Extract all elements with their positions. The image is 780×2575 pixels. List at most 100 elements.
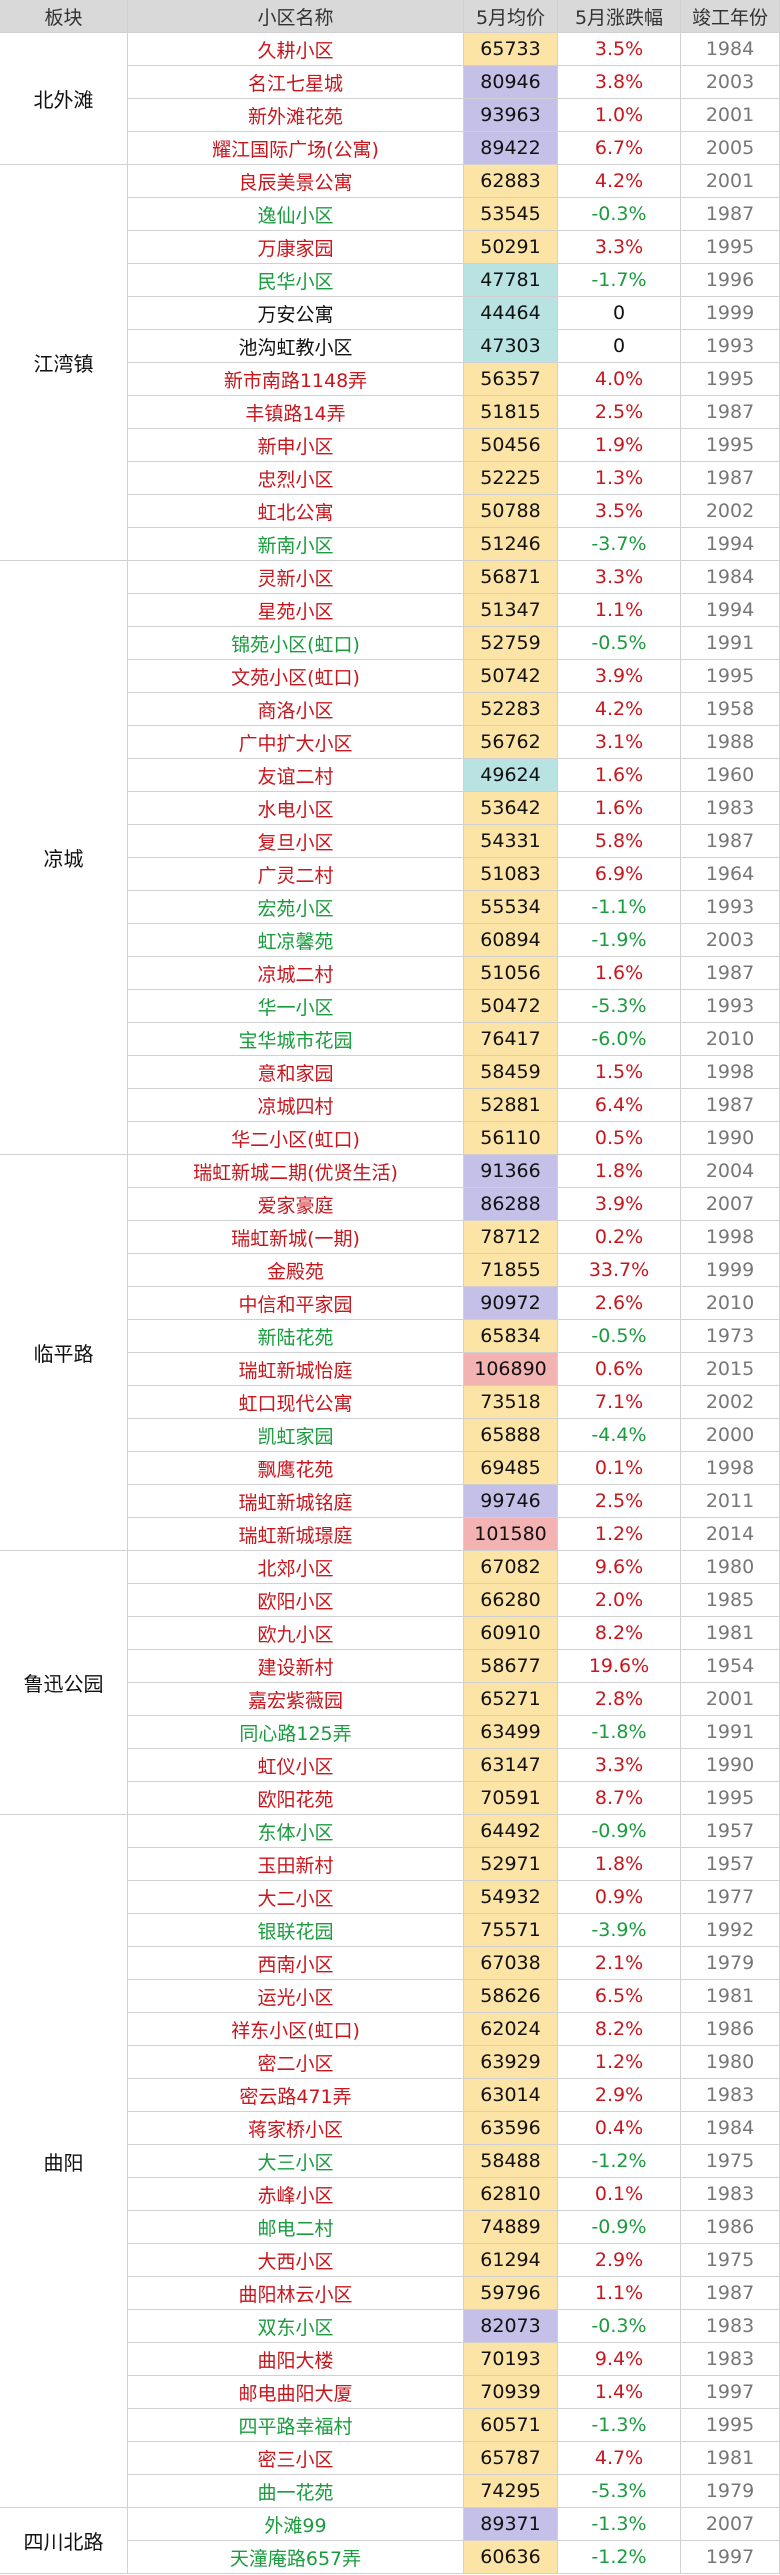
avg-price: 74295	[464, 2475, 558, 2508]
avg-price: 106890	[464, 1353, 558, 1386]
price-change: 6.4%	[558, 1089, 681, 1122]
avg-price: 65787	[464, 2442, 558, 2475]
completion-year: 1981	[681, 1617, 780, 1650]
community-name: 文苑小区(虹口)	[128, 660, 464, 693]
price-change: 1.6%	[558, 792, 681, 825]
completion-year: 1958	[681, 693, 780, 726]
completion-year: 1983	[681, 2079, 780, 2112]
header-cell: 竣工年份	[681, 0, 780, 33]
community-name: 祥东小区(虹口)	[128, 2013, 464, 2046]
price-change: 6.7%	[558, 132, 681, 165]
group-name: 临平路	[0, 1155, 128, 1551]
group-name: 北外滩	[0, 33, 128, 165]
avg-price: 64492	[464, 1815, 558, 1848]
avg-price: 65733	[464, 33, 558, 66]
avg-price: 69485	[464, 1452, 558, 1485]
community-name: 池沟虹教小区	[128, 330, 464, 363]
completion-year: 2003	[681, 924, 780, 957]
avg-price: 58677	[464, 1650, 558, 1683]
price-change: 4.2%	[558, 165, 681, 198]
price-change: 1.4%	[558, 2376, 681, 2409]
avg-price: 52971	[464, 1848, 558, 1881]
price-change: 2.5%	[558, 1485, 681, 1518]
completion-year: 1975	[681, 2145, 780, 2178]
community-name: 密二小区	[128, 2046, 464, 2079]
price-change: 19.6%	[558, 1650, 681, 1683]
avg-price: 82073	[464, 2310, 558, 2343]
avg-price: 55534	[464, 891, 558, 924]
avg-price: 60636	[464, 2541, 558, 2574]
price-change: 1.2%	[558, 2046, 681, 2079]
completion-year: 1973	[681, 1320, 780, 1353]
avg-price: 56762	[464, 726, 558, 759]
avg-price: 54331	[464, 825, 558, 858]
avg-price: 58488	[464, 2145, 558, 2178]
price-change: 3.3%	[558, 231, 681, 264]
price-change: 0.5%	[558, 1122, 681, 1155]
community-name: 宏苑小区	[128, 891, 464, 924]
price-change: 3.8%	[558, 66, 681, 99]
avg-price: 73518	[464, 1386, 558, 1419]
avg-price: 56871	[464, 561, 558, 594]
completion-year: 1983	[681, 2310, 780, 2343]
avg-price: 89422	[464, 132, 558, 165]
completion-year: 1987	[681, 462, 780, 495]
community-name: 大西小区	[128, 2244, 464, 2277]
price-change: -0.3%	[558, 2310, 681, 2343]
community-name: 赤峰小区	[128, 2178, 464, 2211]
price-change: 0	[558, 297, 681, 330]
avg-price: 47303	[464, 330, 558, 363]
completion-year: 1984	[681, 561, 780, 594]
price-change: 0.4%	[558, 2112, 681, 2145]
completion-year: 2007	[681, 1188, 780, 1221]
completion-year: 1994	[681, 594, 780, 627]
community-name: 瑞虹新城怡庭	[128, 1353, 464, 1386]
avg-price: 99746	[464, 1485, 558, 1518]
price-change: 1.8%	[558, 1848, 681, 1881]
price-change: 1.0%	[558, 99, 681, 132]
price-change: 2.5%	[558, 396, 681, 429]
completion-year: 1988	[681, 726, 780, 759]
price-change: 1.1%	[558, 2277, 681, 2310]
avg-price: 62810	[464, 2178, 558, 2211]
completion-year: 2014	[681, 1518, 780, 1551]
community-name: 密云路471弄	[128, 2079, 464, 2112]
price-change: 0.1%	[558, 2178, 681, 2211]
community-name: 虹口现代公寓	[128, 1386, 464, 1419]
group-name: 江湾镇	[0, 165, 128, 561]
completion-year: 2002	[681, 495, 780, 528]
avg-price: 63929	[464, 2046, 558, 2079]
community-name: 商洛小区	[128, 693, 464, 726]
price-change: 1.2%	[558, 1518, 681, 1551]
community-name: 友谊二村	[128, 759, 464, 792]
completion-year: 1993	[681, 990, 780, 1023]
completion-year: 1964	[681, 858, 780, 891]
avg-price: 52225	[464, 462, 558, 495]
completion-year: 1980	[681, 1551, 780, 1584]
completion-year: 1990	[681, 1749, 780, 1782]
price-change: -1.2%	[558, 2145, 681, 2178]
avg-price: 53642	[464, 792, 558, 825]
community-name: 华一小区	[128, 990, 464, 1023]
price-change: 1.9%	[558, 429, 681, 462]
completion-year: 1979	[681, 1947, 780, 1980]
avg-price: 86288	[464, 1188, 558, 1221]
completion-year: 1990	[681, 1122, 780, 1155]
community-name: 意和家园	[128, 1056, 464, 1089]
completion-year: 2001	[681, 99, 780, 132]
community-name: 忠烈小区	[128, 462, 464, 495]
community-name: 嘉宏紫薇园	[128, 1683, 464, 1716]
price-change: 1.8%	[558, 1155, 681, 1188]
avg-price: 67038	[464, 1947, 558, 1980]
community-name: 欧阳小区	[128, 1584, 464, 1617]
community-name: 水电小区	[128, 792, 464, 825]
price-change: 0.1%	[558, 1452, 681, 1485]
avg-price: 62883	[464, 165, 558, 198]
avg-price: 51246	[464, 528, 558, 561]
community-name: 良辰美景公寓	[128, 165, 464, 198]
completion-year: 2010	[681, 1287, 780, 1320]
community-name: 银联花园	[128, 1914, 464, 1947]
completion-year: 1997	[681, 2541, 780, 2574]
completion-year: 2002	[681, 1386, 780, 1419]
